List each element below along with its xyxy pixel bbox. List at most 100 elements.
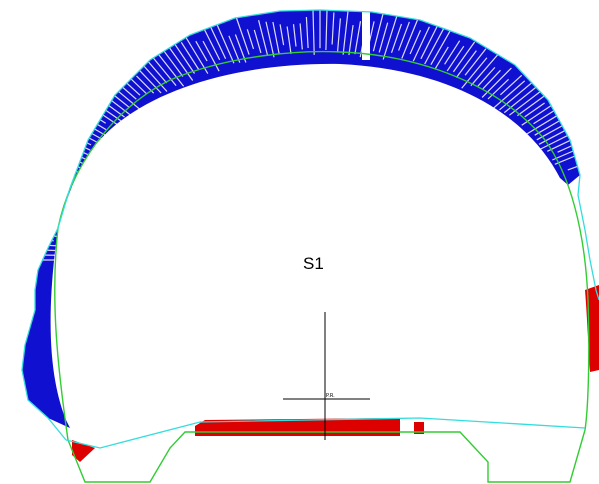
- scan-striation: [112, 69, 141, 96]
- scan-striation: [73, 116, 113, 140]
- scan-striation: [163, 50, 184, 77]
- scan-striation: [547, 133, 585, 152]
- scan-striation: [552, 145, 584, 161]
- scan-striation: [499, 80, 535, 111]
- scan-striation: [109, 91, 130, 108]
- scan-striation: [37, 144, 91, 167]
- scan-striation: [17, 237, 54, 242]
- scan-striation: [424, 25, 446, 65]
- scan-striation: [470, 50, 502, 87]
- scan-striation: [412, 26, 430, 62]
- scan-striation: [11, 197, 55, 208]
- scan-striation: [420, 24, 439, 60]
- scan-striation: [487, 78, 510, 100]
- scan-striation: [183, 33, 209, 74]
- scan-striation: [82, 93, 122, 122]
- scan-striation: [20, 254, 62, 256]
- scan-striation: [41, 139, 91, 162]
- scan-striation: [305, 16, 309, 49]
- scan-striation: [409, 30, 422, 55]
- scan-striation: [482, 69, 501, 90]
- scan-striation: [398, 21, 410, 51]
- scan-striation: [228, 35, 241, 63]
- scan-striation: [141, 54, 168, 84]
- scan-striation: [452, 41, 476, 73]
- scan-striation: [258, 20, 269, 56]
- scan-striation: [331, 12, 335, 45]
- scan-striation: [8, 231, 61, 238]
- scan-striation: [158, 54, 185, 87]
- scan-striation: [105, 71, 137, 100]
- scan-striation: [208, 23, 227, 60]
- scan-striation: [524, 102, 545, 118]
- scan-striation: [33, 190, 58, 198]
- reference-point-label: P.R.: [326, 393, 335, 399]
- underbreak-right-wall: [585, 285, 599, 372]
- scan-striation: [382, 14, 398, 60]
- scan-striation: [446, 45, 465, 72]
- scan-striation: [24, 221, 58, 228]
- scan-striation: [537, 126, 585, 151]
- scan-striation: [27, 216, 56, 223]
- invert-base-line: [67, 429, 586, 483]
- scan-striation: [464, 48, 487, 76]
- scan-striation: [136, 66, 162, 94]
- scan-striation: [94, 95, 125, 118]
- scan-striation: [509, 84, 550, 116]
- scan-striation: [444, 40, 461, 65]
- underbreak-invert-small: [414, 422, 424, 434]
- scan-striation: [246, 29, 255, 50]
- scan-striation: [41, 170, 75, 182]
- scan-profile-line: [21, 9, 599, 441]
- scan-striation: [272, 21, 280, 55]
- scan-striation: [76, 124, 103, 140]
- section-label: S1: [303, 254, 324, 273]
- scan-striation: [390, 23, 403, 53]
- scan-striation: [325, 6, 328, 51]
- scan-striation: [286, 26, 292, 54]
- scan-striation: [337, 18, 341, 52]
- scan-striation: [202, 40, 220, 72]
- scan-striation: [141, 63, 168, 92]
- scan-striation: [401, 17, 419, 59]
- scan-striation: [524, 115, 558, 136]
- scan-striation: [234, 34, 247, 63]
- scan-striation: [83, 108, 107, 124]
- scan-striation: [455, 50, 477, 78]
- scan-striation: [20, 210, 59, 218]
- scan-striation: [499, 74, 523, 96]
- scan-striation: [103, 93, 132, 117]
- scan-striation: [170, 37, 195, 74]
- scan-striation: [430, 30, 451, 65]
- scan-striation: [253, 29, 262, 54]
- scan-striation: [538, 129, 566, 145]
- scan-striation: [292, 24, 297, 47]
- scan-striation: [203, 28, 221, 61]
- scan-striation: [279, 24, 285, 46]
- underbreak-left-toe: [72, 440, 95, 462]
- scan-striation: [533, 105, 562, 125]
- scan-striation: [35, 179, 67, 190]
- scan-striation: [557, 142, 579, 153]
- scan-striation: [342, 8, 349, 55]
- scan-striation: [27, 183, 69, 196]
- scan-striation: [121, 69, 148, 95]
- scan-striation: [4, 242, 63, 247]
- scan-striation: [21, 169, 78, 188]
- scan-striation: [312, 9, 315, 55]
- scan-striation: [372, 11, 385, 52]
- scan-striation: [354, 20, 362, 55]
- scan-striations: [4, 6, 589, 261]
- scan-striation: [378, 22, 389, 53]
- scan-striation: [265, 21, 275, 58]
- scan-striation: [215, 22, 235, 64]
- scan-striation: [13, 248, 56, 252]
- crown-gap: [362, 10, 370, 60]
- scan-striation: [235, 17, 250, 55]
- scan-striation: [26, 227, 54, 232]
- scan-profile-invert: [65, 417, 586, 449]
- scan-striation: [477, 66, 496, 87]
- scan-striation: [348, 25, 354, 56]
